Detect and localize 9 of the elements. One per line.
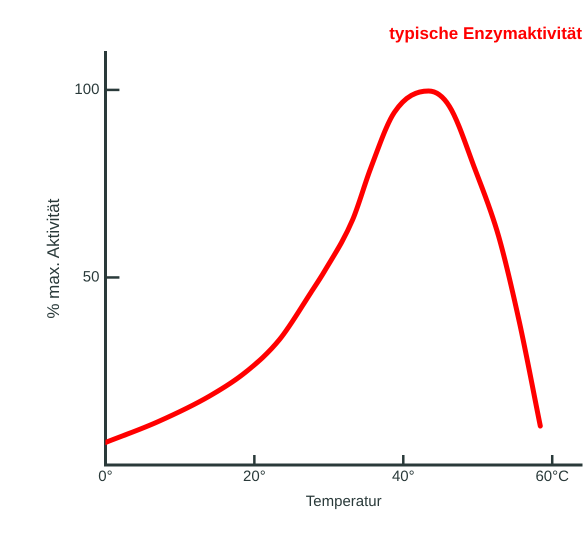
y-tick-label: 100 [74, 81, 100, 98]
x-axis-title: Temperatur [306, 493, 382, 510]
y-axis-title: % max. Aktivität [44, 198, 63, 319]
x-tick-label: 20° [243, 468, 266, 486]
x-tick-label: 40° [392, 468, 415, 486]
x-tick-label: 60°C [535, 468, 570, 486]
x-tick-label: 0° [98, 468, 113, 486]
chart-title: typische Enzymaktivität [389, 24, 582, 43]
y-tick-label: 50 [82, 268, 100, 286]
